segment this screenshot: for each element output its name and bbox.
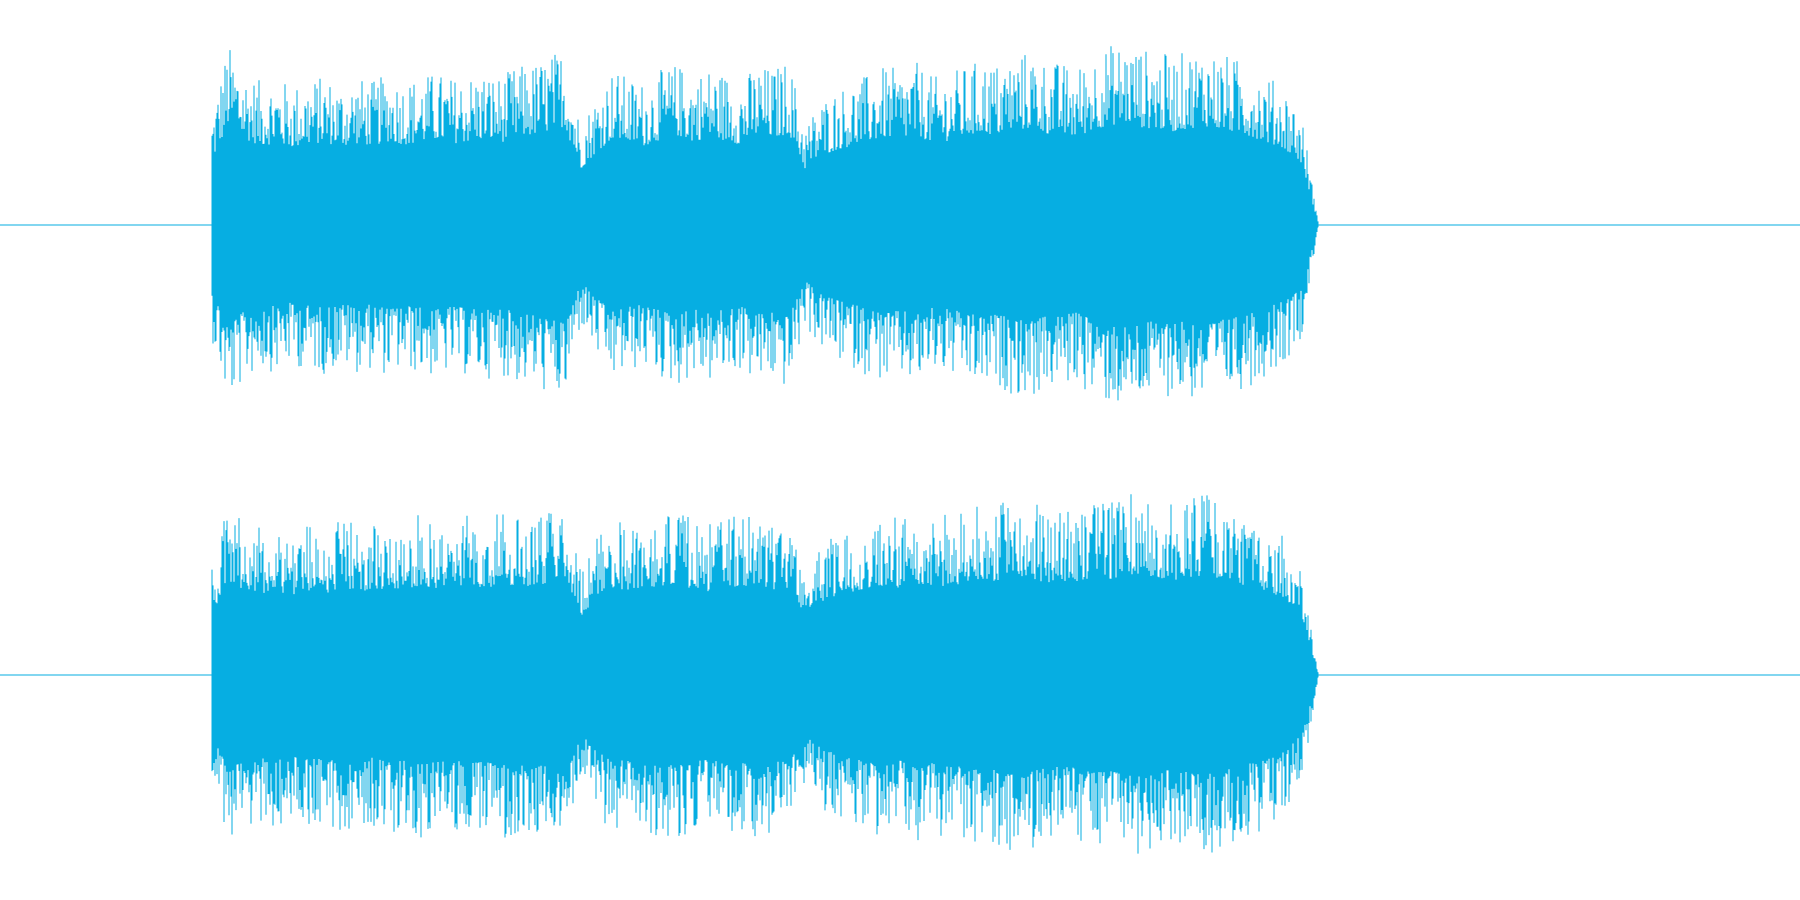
waveform-peaks bbox=[211, 494, 1319, 854]
waveform-channel-2 bbox=[0, 494, 1800, 854]
waveform-channel-1 bbox=[0, 46, 1800, 401]
waveform-peaks bbox=[211, 46, 1319, 401]
